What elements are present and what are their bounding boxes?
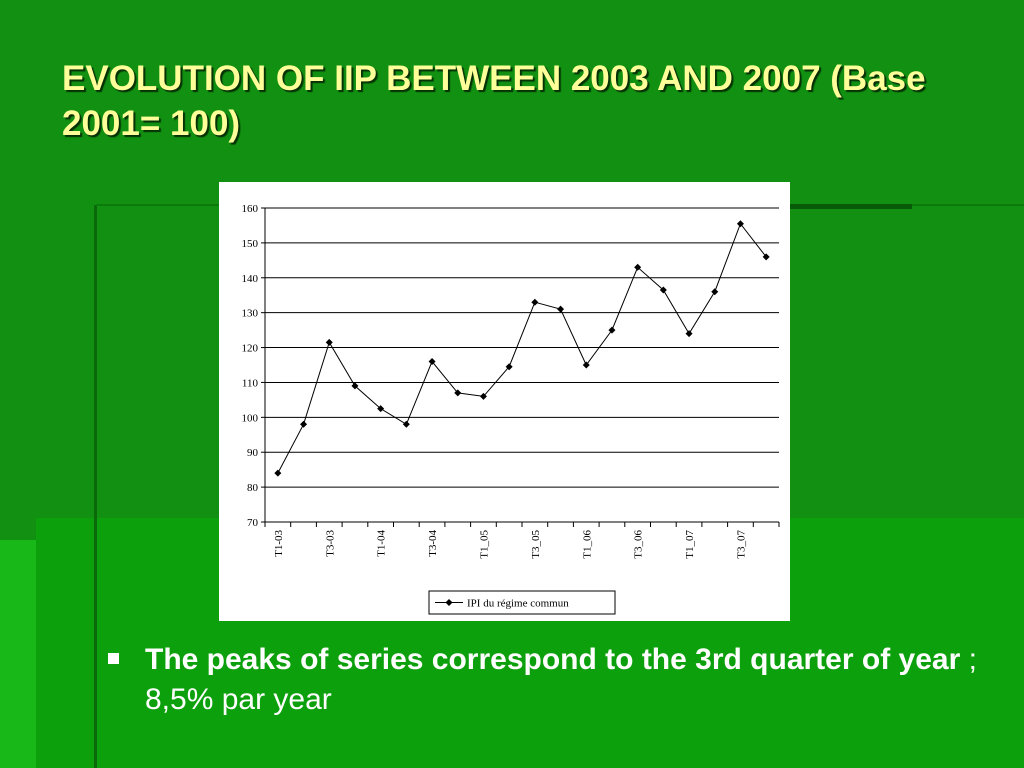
point [608, 326, 616, 334]
chart: 70 80 90 100 110 120 130 140 150 160 T1-03 T3-03 T1-… [242, 203, 780, 615]
x-tick-label: T3_07 [735, 530, 747, 559]
deco-line [790, 204, 912, 209]
point [505, 363, 513, 371]
point [428, 358, 436, 366]
y-tick-label: 110 [242, 377, 259, 389]
legend-marker [445, 599, 453, 606]
point [685, 330, 693, 338]
point [325, 338, 333, 346]
point [582, 361, 590, 369]
y-tick-label: 90 [247, 447, 259, 459]
x-tick-label: T3_06 [633, 530, 645, 559]
point [557, 305, 565, 313]
x-tick-label: T1_07 [684, 530, 696, 559]
bullet-bold: The peaks of series correspond to the 3r… [145, 643, 961, 676]
point [659, 286, 667, 294]
bullet-normal: ; 8,5% par year [145, 643, 977, 716]
point [351, 382, 359, 390]
x-tick-label: T1_05 [478, 530, 490, 559]
point [634, 263, 642, 271]
y-tick-label: 100 [242, 412, 259, 424]
y-tick-label: 130 [242, 308, 259, 320]
point [479, 392, 487, 400]
point [736, 220, 744, 228]
x-tick-label: T3-03 [324, 530, 336, 557]
point [402, 420, 410, 428]
x-tick-label: T3-04 [427, 530, 439, 557]
y-tick-label: 140 [242, 273, 259, 285]
y-tick-label: 80 [247, 482, 259, 494]
series-line [277, 222, 767, 474]
chart-box: 70 80 90 100 110 120 130 140 150 160 T1-03 T3-03 T1-… [219, 182, 790, 621]
deco-band [0, 540, 36, 768]
bullet-text: The peaks of series correspond to the 3r… [145, 640, 985, 720]
bullet-marker [108, 653, 119, 664]
x-tick-label: T1-04 [376, 530, 388, 557]
y-tick-label: 150 [242, 238, 259, 250]
y-tick-label: 160 [242, 203, 259, 215]
x-tick-label: T3_05 [530, 530, 542, 559]
y-tick-label: 70 [247, 517, 259, 529]
point [762, 253, 770, 261]
legend-label: IPI du régime commun [467, 598, 569, 610]
legend-box [428, 590, 616, 615]
point [711, 288, 719, 296]
x-tick-label: T1-03 [273, 530, 285, 557]
point [377, 405, 385, 413]
deco-line [94, 205, 97, 768]
point [531, 298, 539, 306]
slide-title: EVOLUTION OF IIP BETWEEN 2003 AND 2007 (… [62, 59, 926, 143]
y-tick-label: 120 [242, 343, 259, 355]
point [300, 420, 308, 428]
point [454, 389, 462, 397]
x-tick-label: T1_06 [581, 530, 593, 559]
point [274, 469, 282, 477]
